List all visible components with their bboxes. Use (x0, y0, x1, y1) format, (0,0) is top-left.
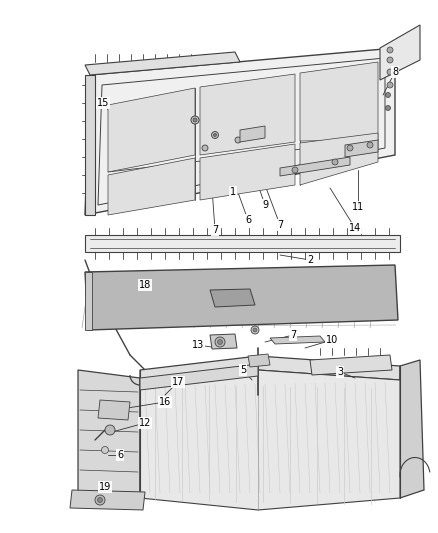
Circle shape (385, 93, 391, 98)
Text: 2: 2 (307, 255, 313, 265)
Circle shape (253, 328, 257, 332)
Text: 9: 9 (262, 200, 268, 210)
Text: 7: 7 (277, 220, 283, 230)
Text: 1: 1 (230, 187, 236, 197)
Polygon shape (210, 334, 237, 349)
Circle shape (332, 159, 338, 165)
Text: 5: 5 (240, 365, 246, 375)
Polygon shape (240, 126, 265, 142)
Text: 14: 14 (349, 223, 361, 233)
Text: 16: 16 (159, 397, 171, 407)
Polygon shape (108, 158, 195, 215)
Polygon shape (400, 360, 424, 498)
Polygon shape (200, 74, 295, 155)
Text: 7: 7 (212, 225, 218, 235)
Circle shape (387, 47, 393, 53)
Circle shape (218, 340, 223, 344)
Text: 17: 17 (172, 377, 184, 387)
Polygon shape (200, 144, 295, 200)
Polygon shape (70, 490, 145, 510)
Text: 19: 19 (99, 482, 111, 492)
Polygon shape (310, 355, 392, 375)
Circle shape (235, 137, 241, 143)
Polygon shape (140, 356, 400, 384)
Polygon shape (280, 157, 350, 176)
Circle shape (98, 497, 102, 503)
Polygon shape (380, 25, 420, 80)
Polygon shape (98, 400, 130, 420)
Text: 7: 7 (290, 330, 296, 340)
Circle shape (105, 425, 115, 435)
Circle shape (193, 118, 197, 122)
Text: 8: 8 (392, 67, 398, 77)
Polygon shape (345, 140, 378, 157)
Polygon shape (300, 62, 378, 141)
Text: 13: 13 (192, 340, 204, 350)
Text: 18: 18 (139, 280, 151, 290)
Polygon shape (210, 289, 255, 307)
Polygon shape (270, 336, 325, 344)
Text: 6: 6 (117, 450, 123, 460)
Text: 3: 3 (337, 367, 343, 377)
Polygon shape (85, 272, 92, 330)
Polygon shape (300, 133, 378, 185)
Circle shape (251, 326, 259, 334)
Circle shape (385, 106, 391, 110)
Text: 6: 6 (245, 215, 251, 225)
Polygon shape (85, 52, 240, 75)
Polygon shape (85, 75, 95, 215)
Text: 15: 15 (97, 98, 109, 108)
Text: 10: 10 (326, 335, 338, 345)
Text: 12: 12 (139, 418, 151, 428)
Circle shape (213, 133, 216, 136)
Polygon shape (248, 354, 270, 367)
Circle shape (191, 116, 199, 124)
Circle shape (367, 142, 373, 148)
Circle shape (212, 132, 219, 139)
Polygon shape (140, 370, 400, 510)
Circle shape (215, 337, 225, 347)
Polygon shape (140, 364, 258, 390)
Circle shape (387, 82, 393, 88)
Polygon shape (78, 370, 140, 500)
Circle shape (202, 145, 208, 151)
Polygon shape (108, 88, 195, 172)
Circle shape (387, 57, 393, 63)
Text: 11: 11 (352, 202, 364, 212)
Circle shape (292, 167, 298, 173)
Circle shape (387, 69, 393, 75)
Circle shape (347, 145, 353, 151)
Polygon shape (85, 265, 398, 330)
Circle shape (102, 447, 109, 454)
Polygon shape (85, 235, 400, 252)
Circle shape (95, 495, 105, 505)
Polygon shape (85, 48, 395, 215)
